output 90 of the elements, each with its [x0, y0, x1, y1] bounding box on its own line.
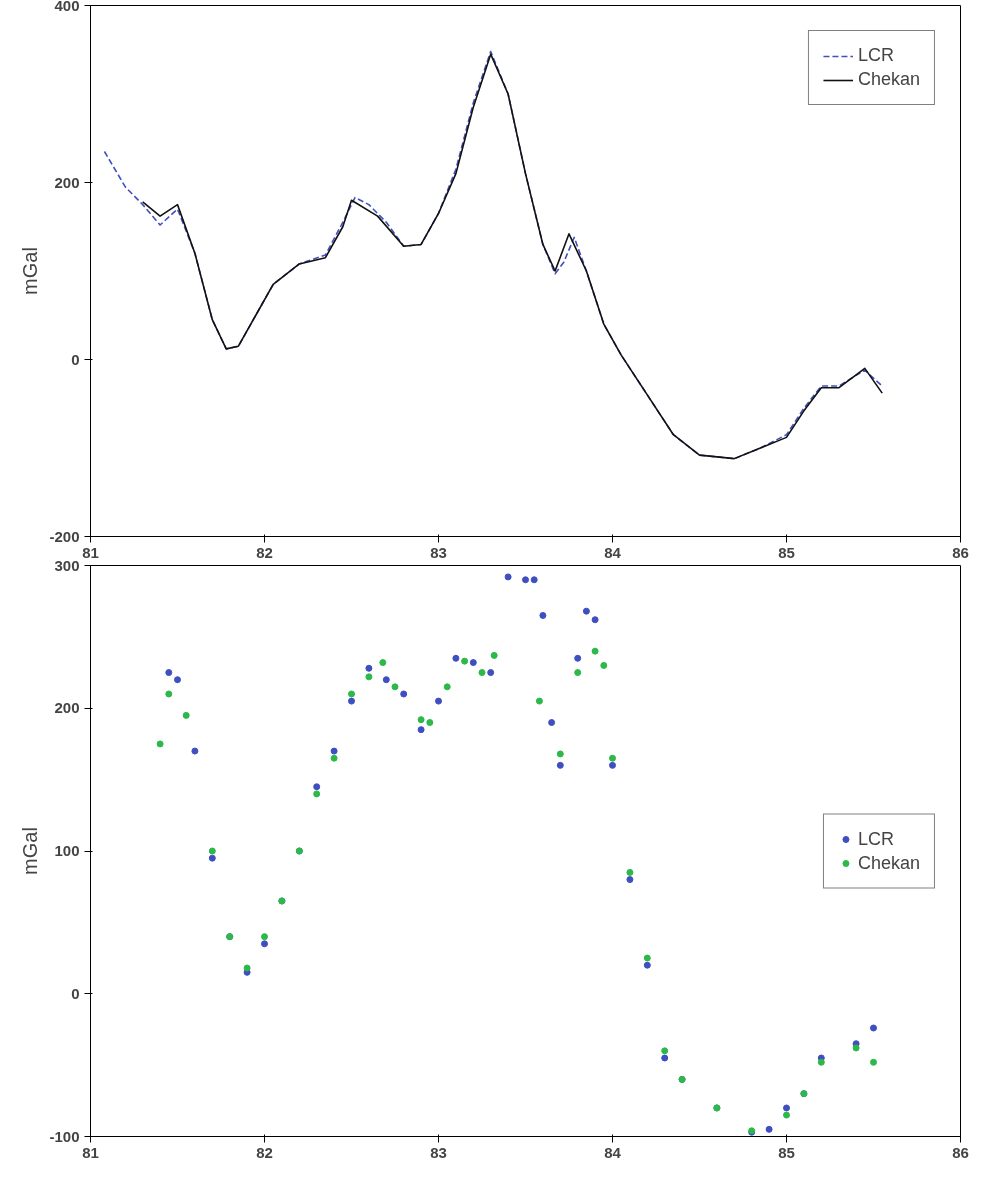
point: [461, 657, 469, 665]
point: [522, 576, 529, 584]
point: [765, 1125, 773, 1133]
point: [156, 740, 164, 748]
point: [530, 576, 538, 584]
point: [452, 654, 460, 662]
point: [330, 754, 338, 762]
point: [379, 659, 387, 667]
legend-label: LCR: [857, 828, 894, 849]
x-tick-label: 83: [430, 543, 447, 561]
x-tick-label: 81: [82, 543, 99, 561]
point: [490, 651, 498, 659]
x-tick-label: 85: [778, 543, 795, 561]
point: [487, 669, 495, 677]
point: [174, 676, 181, 684]
x-tick-label: 85: [778, 1143, 795, 1161]
point: [243, 964, 251, 972]
point: [165, 669, 173, 677]
point: [643, 954, 651, 962]
point: [165, 690, 173, 698]
point: [330, 747, 338, 755]
y-tick-label: -100: [49, 1127, 80, 1145]
point: [643, 961, 651, 969]
point: [182, 711, 190, 719]
point: [435, 697, 442, 705]
point: [417, 716, 425, 724]
y-axis-title: mGal: [19, 827, 42, 875]
x-tick-label: 84: [604, 543, 622, 561]
point: [817, 1058, 825, 1066]
x-tick-label: 82: [256, 543, 273, 561]
point: [548, 719, 556, 727]
point: [504, 573, 512, 581]
point: [400, 690, 408, 698]
point: [626, 868, 634, 876]
point: [870, 1058, 877, 1066]
x-tick-label: 86: [952, 543, 969, 561]
point: [208, 854, 216, 862]
point: [626, 876, 634, 884]
y-tick-label: 100: [54, 842, 80, 859]
y-tick-label: 400: [54, 0, 80, 14]
point: [574, 669, 582, 677]
y-tick-label: 300: [54, 556, 80, 574]
point: [261, 933, 268, 941]
legend-label: Chekan: [857, 852, 920, 873]
legend-label: LCR: [857, 45, 894, 66]
point: [556, 750, 564, 758]
point: [382, 676, 390, 684]
x-tick-label: 86: [952, 1143, 969, 1161]
point: [535, 697, 543, 705]
point: [469, 659, 477, 667]
x-tick-label: 82: [256, 1143, 273, 1161]
point: [191, 747, 199, 755]
point: [591, 647, 599, 655]
point: [556, 761, 564, 769]
point: [348, 690, 355, 698]
point: [539, 611, 547, 619]
y-axis-title: mGal: [19, 247, 42, 295]
point: [661, 1047, 669, 1055]
point: [591, 616, 599, 624]
x-tick-label: 83: [430, 1143, 447, 1161]
y-tick-label: 200: [54, 173, 80, 191]
point: [661, 1054, 669, 1062]
point: [208, 847, 216, 855]
legend-label: Chekan: [857, 69, 920, 90]
point: [261, 940, 268, 948]
point: [313, 790, 321, 798]
point: [426, 719, 434, 727]
y-tick-label: -200: [49, 527, 80, 545]
point: [783, 1104, 790, 1112]
point: [609, 754, 616, 762]
point: [365, 664, 373, 672]
point: [417, 726, 425, 734]
point: [852, 1044, 860, 1052]
point: [313, 783, 321, 791]
y-tick-label: 0: [71, 350, 80, 368]
point: [478, 669, 486, 677]
point: [348, 697, 355, 705]
point: [391, 683, 399, 691]
point: [574, 654, 582, 662]
point: [870, 1024, 877, 1032]
point: [609, 761, 616, 769]
x-tick-label: 84: [604, 1143, 622, 1161]
point: [365, 673, 373, 681]
point: [582, 607, 590, 615]
x-tick-label: 81: [82, 1143, 99, 1161]
point: [600, 661, 608, 669]
point: [783, 1111, 790, 1119]
point: [443, 683, 451, 691]
y-tick-label: 200: [54, 699, 80, 717]
y-tick-label: 0: [71, 984, 80, 1002]
